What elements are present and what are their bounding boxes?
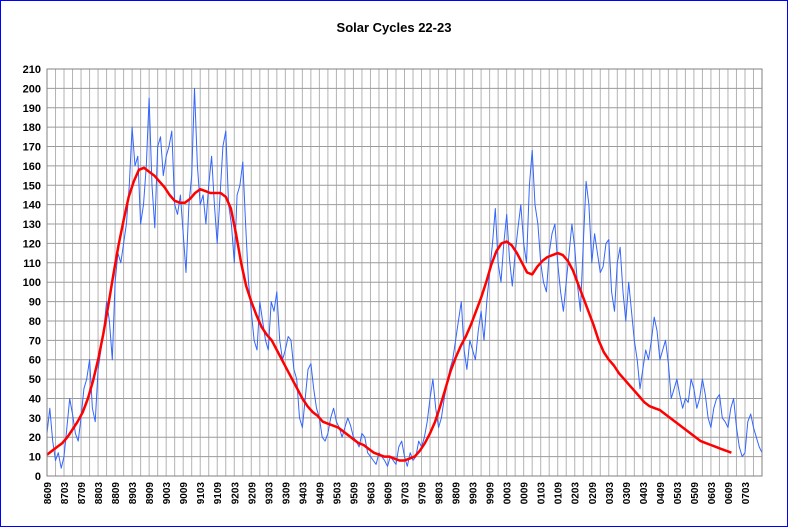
x-tick-label: 9309 [281,482,292,505]
y-tick-label: 160 [23,161,41,173]
y-tick-label: 50 [29,374,41,386]
y-tick-label: 120 [23,238,41,250]
chart-title: Solar Cycles 22-23 [336,20,452,35]
y-tick-label: 20 [29,432,41,444]
x-tick-label: 9509 [349,482,360,505]
x-tick-label: 0703 [741,482,752,505]
x-tick-label: 0303 [605,482,616,505]
x-tick-label: 0003 [503,482,514,505]
y-tick-label: 170 [23,142,41,154]
x-tick-label: 0409 [656,482,667,505]
grid [47,69,762,476]
x-tick-label: 9009 [179,482,190,505]
x-tick-label: 9203 [230,482,241,505]
x-tick-label: 0309 [622,482,633,505]
x-tick-label: 9603 [366,482,377,505]
x-tick-label: 9703 [401,482,412,505]
y-axis-ticks: 0 10 20 30 40 50 60 70 80 90 100 110 120 130 140 150 160… [23,64,41,483]
y-tick-label: 60 [29,355,41,367]
x-tick-label: 0009 [520,482,531,505]
x-tick-label: 9403 [298,482,309,505]
x-tick-label: 8903 [128,482,139,505]
x-tick-label: 9003 [162,482,173,505]
y-tick-label: 0 [35,471,41,483]
series-line-smoothed [46,166,732,462]
x-tick-label: 8703 [60,482,71,505]
x-tick-label: 9503 [332,482,343,505]
y-tick-label: 80 [29,316,41,328]
plot-border [46,68,763,477]
x-tick-label: 9709 [418,482,429,505]
x-tick-label: 0103 [537,482,548,505]
x-tick-label: 9103 [196,482,207,505]
x-tick-label: 9903 [469,482,480,505]
x-tick-label: 8803 [94,482,105,505]
x-axis-ticks: 8609 8703 8709 8803 8809 8903 8909 9003 9009 9103… [43,482,752,505]
x-tick-label: 8909 [145,482,156,505]
x-tick-label: 9803 [435,482,446,505]
y-tick-label: 140 [23,200,41,212]
x-tick-label: 0509 [690,482,701,505]
x-tick-label: 9609 [383,482,394,505]
x-tick-label: 9809 [452,482,463,505]
x-tick-label: 0609 [724,482,735,505]
x-tick-label: 9409 [315,482,326,505]
x-tick-label: 0403 [639,482,650,505]
y-tick-label: 190 [23,103,41,115]
y-tick-label: 100 [23,277,41,289]
y-tick-label: 180 [23,122,41,134]
y-tick-label: 40 [29,393,41,405]
y-tick-label: 130 [23,219,41,231]
x-tick-label: 0503 [673,482,684,505]
y-tick-label: 30 [29,413,41,425]
x-tick-label: 9109 [213,482,224,505]
x-tick-label: 8709 [77,482,88,505]
y-tick-label: 90 [29,297,41,309]
y-tick-label: 150 [23,180,41,192]
x-tick-label: 9209 [247,482,258,505]
x-tick-label: 9303 [264,482,275,505]
y-tick-label: 200 [23,83,41,95]
x-tick-label: 9909 [486,482,497,505]
y-tick-label: 70 [29,335,41,347]
y-tick-label: 210 [23,64,41,76]
x-tick-label: 0109 [554,482,565,505]
x-tick-label: 8809 [111,482,122,505]
y-tick-label: 110 [23,258,41,270]
x-tick-label: 0603 [707,482,718,505]
x-tick-label: 0209 [588,482,599,505]
x-tick-label: 0203 [571,482,582,505]
x-tick-label: 8609 [43,482,54,505]
series-lines [46,87,763,469]
y-tick-label: 10 [29,452,41,464]
